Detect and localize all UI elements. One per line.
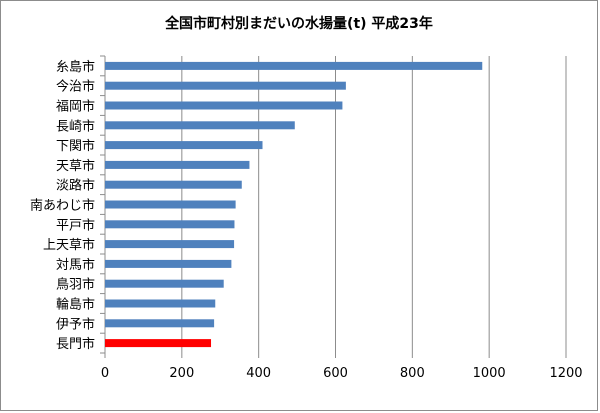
bar-4 [105, 141, 263, 150]
x-tick-label: 0 [101, 366, 109, 381]
x-tick-label: 200 [169, 366, 194, 381]
bar-10 [105, 259, 232, 268]
bar-8 [105, 220, 235, 229]
bar-0 [105, 61, 483, 70]
bar-11 [105, 279, 224, 288]
x-tick-label: 800 [400, 366, 425, 381]
bar-13 [105, 319, 215, 328]
x-tick-label: 1200 [549, 366, 582, 381]
bar-2 [105, 101, 343, 110]
bar-1 [105, 81, 346, 90]
x-tick-label: 600 [323, 366, 348, 381]
category-label: 今治市 [56, 79, 95, 95]
category-label: 伊予市 [56, 316, 95, 332]
x-tick-label: 1000 [473, 366, 506, 381]
bar-6 [105, 180, 242, 189]
category-label: 長門市 [56, 336, 95, 352]
category-label: 天草市 [56, 158, 95, 174]
x-tick-label: 400 [246, 366, 271, 381]
category-label: 下関市 [56, 138, 95, 154]
category-label: 糸島市 [56, 59, 95, 75]
category-label: 対馬市 [56, 257, 95, 273]
bar-14 [105, 339, 212, 348]
category-label: 福岡市 [56, 99, 95, 115]
category-label: 南あわじ市 [30, 198, 95, 214]
category-label: 鳥羽市 [56, 277, 95, 293]
bar-7 [105, 200, 236, 209]
category-label: 輪島市 [56, 297, 95, 313]
bar-9 [105, 240, 235, 249]
chart-title: 全国市町村別まだいの水揚量(t) 平成23年 [165, 16, 433, 32]
bar-3 [105, 121, 295, 130]
category-label: 長崎市 [56, 118, 95, 134]
category-label: 平戸市 [56, 217, 95, 233]
category-label: 淡路市 [56, 178, 95, 194]
bar-12 [105, 299, 216, 308]
bar-5 [105, 160, 250, 169]
category-label: 上天草市 [43, 237, 95, 253]
